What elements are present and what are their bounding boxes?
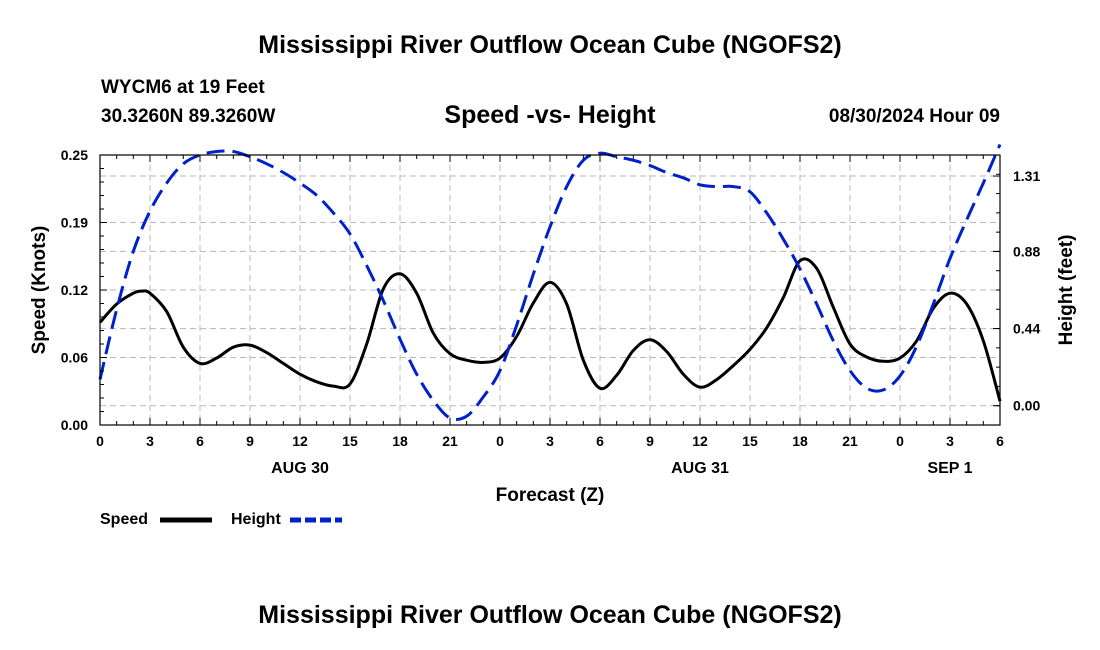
- date-label: SEP 1: [927, 460, 972, 477]
- height-series-line: [98, 143, 1002, 421]
- x-tick-label: 0: [896, 433, 904, 449]
- y2-tick-label: 1.31: [1013, 168, 1040, 184]
- x-tick-label: 9: [646, 433, 654, 449]
- speed-series-line: [98, 257, 1002, 402]
- footer-title: Mississippi River Outflow Ocean Cube (NG…: [258, 601, 842, 629]
- x-tick-label: 0: [96, 433, 104, 449]
- series-layer: [98, 143, 1002, 421]
- x-tick-label: 9: [246, 433, 254, 449]
- grid-lines: [100, 155, 1000, 425]
- axis-labels: 0 3 6 9 12 15 18 21 0 3 6 9 12 15 18 21 0 3 6 AUG 30 AUG 31 S…: [61, 147, 1041, 477]
- date-label: AUG 30: [271, 460, 329, 477]
- y-tick-label: 0.06: [61, 350, 88, 366]
- station-label: WYCM6 at 19 Feet: [101, 77, 265, 98]
- y-tick-label: 0.00: [61, 417, 88, 433]
- x-tick-label: 3: [546, 433, 554, 449]
- chart-title: Mississippi River Outflow Ocean Cube (NG…: [258, 31, 842, 59]
- forecast-datetime: 08/30/2024 Hour 09: [828, 106, 1000, 127]
- x-tick-label: 12: [692, 433, 708, 449]
- legend-speed-label: Speed: [100, 511, 148, 528]
- y2-tick-label: 0.00: [1013, 398, 1040, 414]
- x-tick-label: 15: [342, 433, 358, 449]
- date-label: AUG 31: [671, 460, 729, 477]
- x-tick-label: 6: [196, 433, 204, 449]
- x-tick-label: 15: [742, 433, 758, 449]
- x-tick-label: 21: [442, 433, 458, 449]
- x-axis-title: Forecast (Z): [496, 485, 605, 506]
- x-tick-label: 18: [792, 433, 808, 449]
- y-tick-label: 0.19: [61, 215, 88, 231]
- y-axis-title: Speed (Knots): [29, 226, 50, 355]
- x-tick-label: 12: [292, 433, 308, 449]
- legend: Speed Height: [100, 511, 342, 528]
- x-tick-label: 3: [946, 433, 954, 449]
- y2-tick-label: 0.44: [1013, 321, 1040, 337]
- chart-subtitle: Speed -vs- Height: [444, 101, 656, 129]
- y2-axis-title: Height (feet): [1056, 235, 1077, 346]
- axis-ticks: [99, 154, 1001, 426]
- x-tick-label: 3: [146, 433, 154, 449]
- y-tick-label: 0.25: [61, 147, 88, 163]
- y-tick-label: 0.12: [61, 282, 88, 298]
- x-tick-label: 6: [596, 433, 604, 449]
- legend-height-label: Height: [231, 511, 281, 528]
- station-coordinates: 30.3260N 89.3260W: [101, 106, 276, 127]
- x-tick-label: 18: [392, 433, 408, 449]
- x-tick-label: 6: [996, 433, 1004, 449]
- x-tick-label: 0: [496, 433, 504, 449]
- y2-tick-label: 0.88: [1013, 243, 1040, 259]
- x-tick-label: 21: [842, 433, 858, 449]
